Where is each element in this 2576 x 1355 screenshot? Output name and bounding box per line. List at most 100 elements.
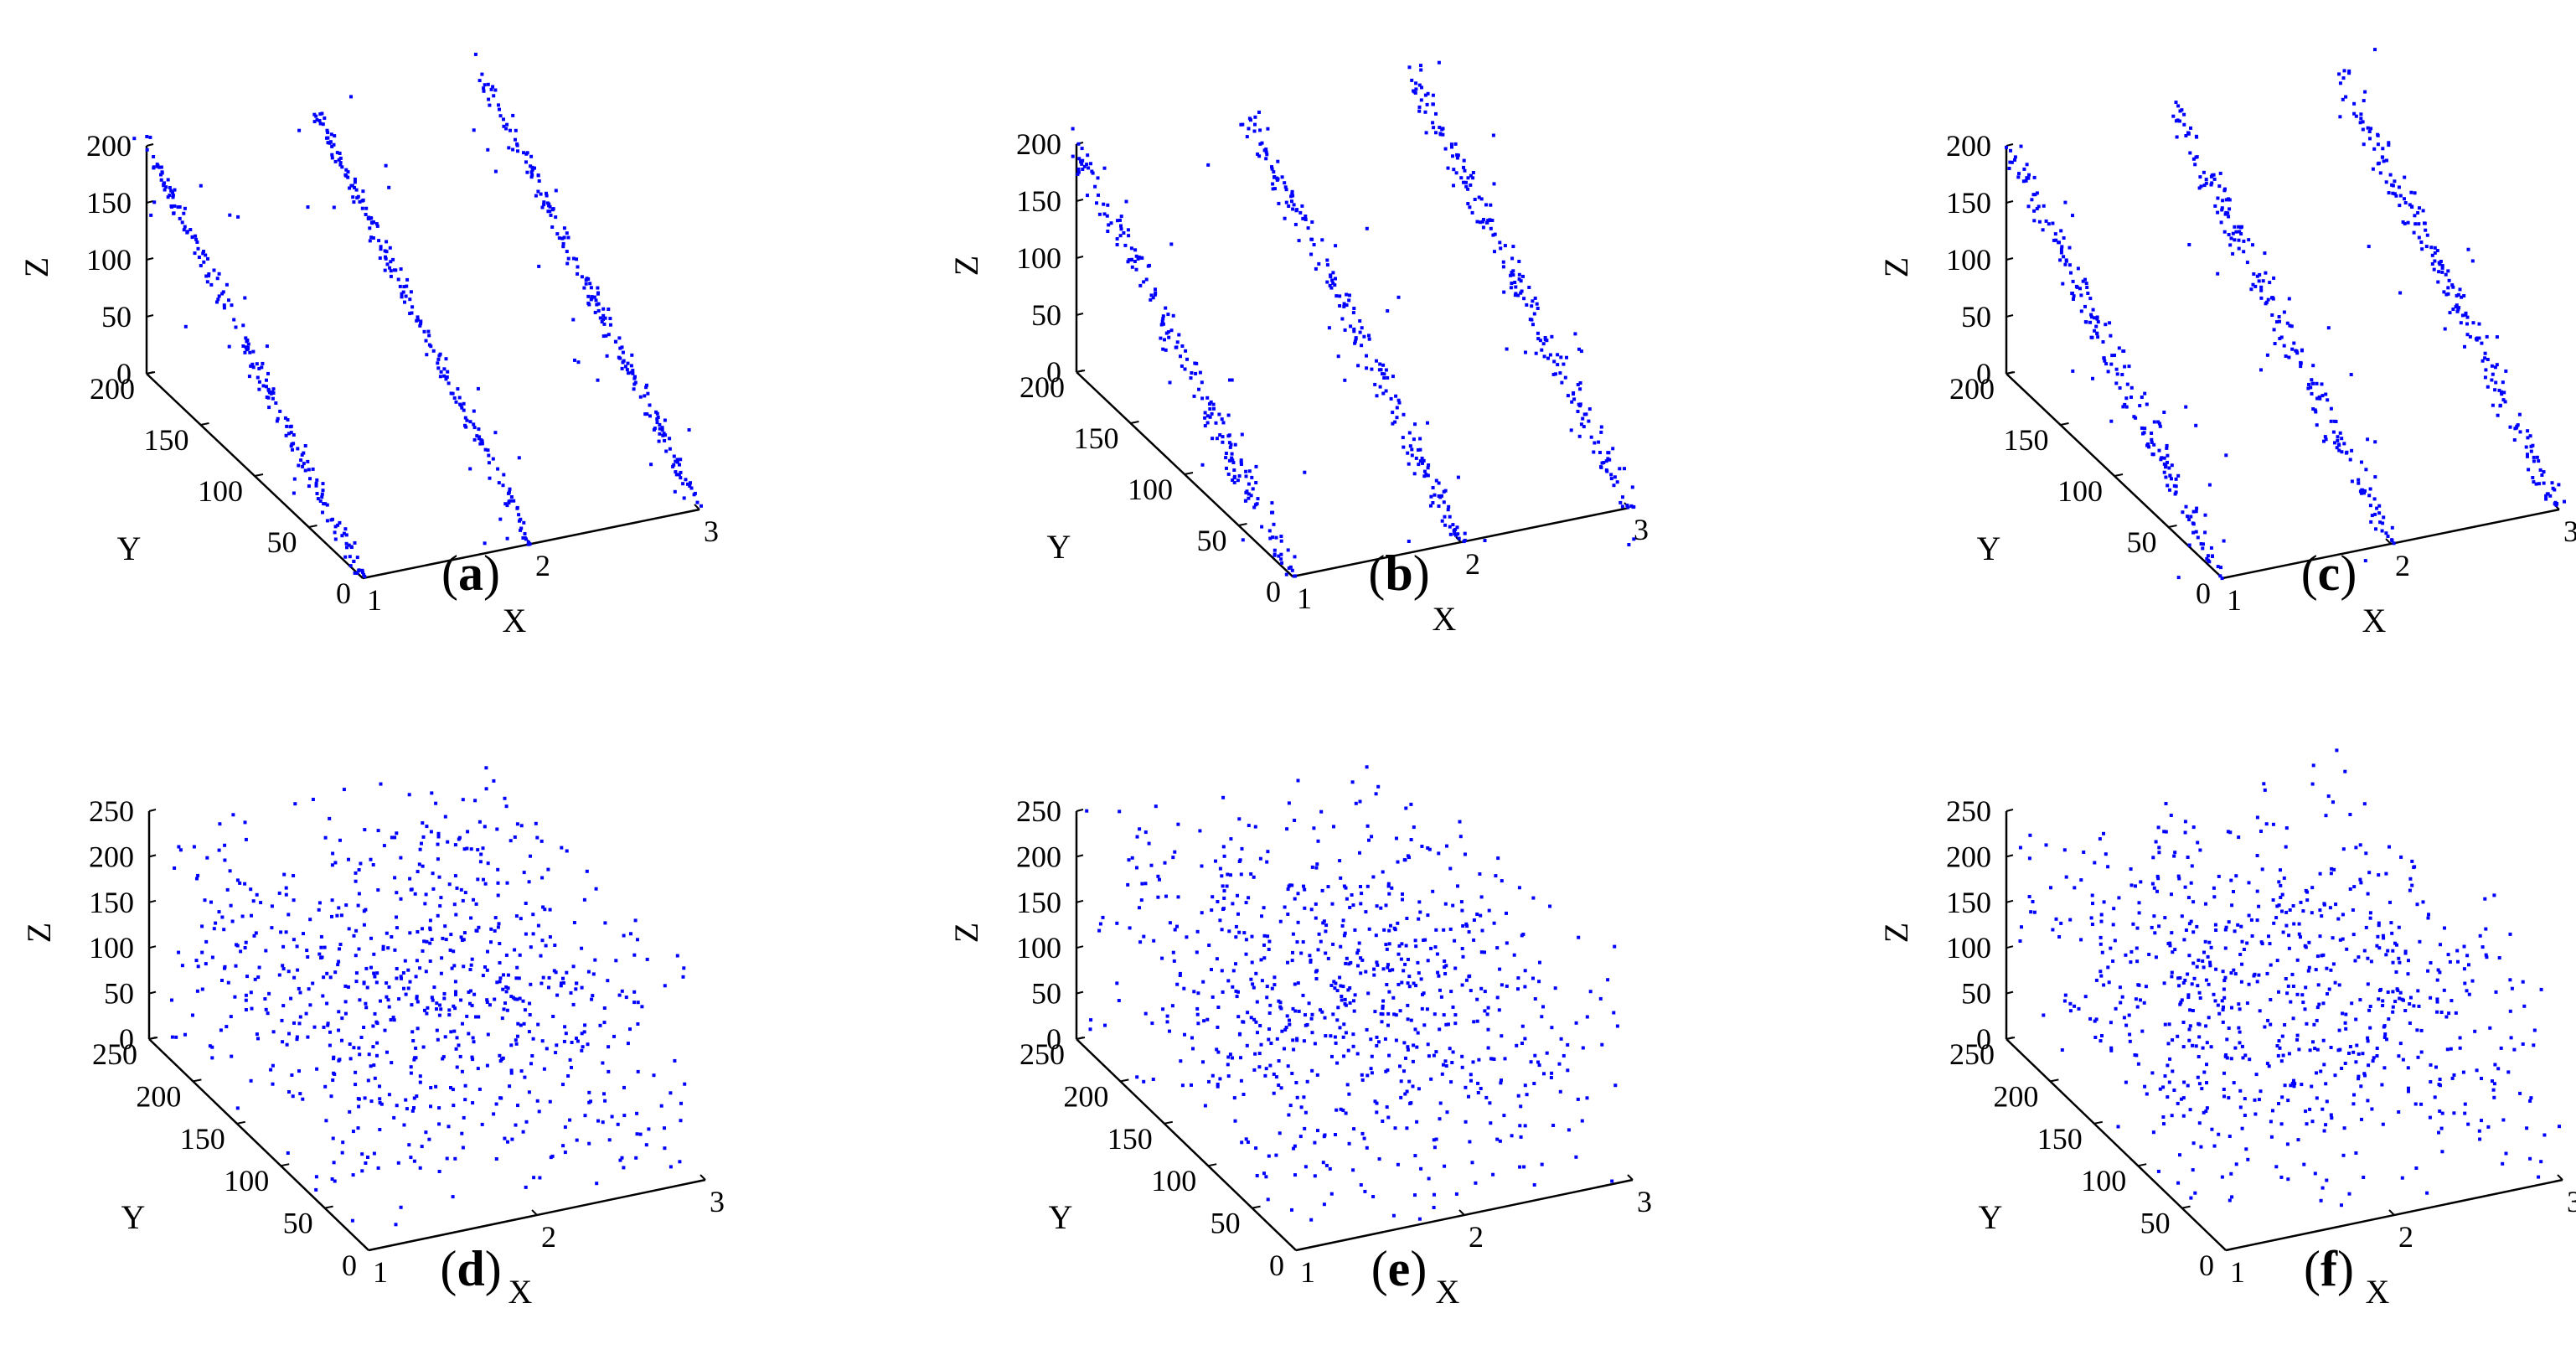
data-point [602, 322, 607, 326]
data-point [1369, 1067, 1373, 1071]
data-point [2553, 502, 2557, 506]
data-point [2223, 928, 2228, 932]
data-point [404, 294, 408, 298]
x-tick [363, 1244, 369, 1251]
data-point [2484, 927, 2488, 931]
data-point [1288, 1104, 1293, 1108]
y-axis-line [2006, 1038, 2227, 1251]
data-point [661, 433, 665, 437]
data-point [159, 173, 163, 177]
data-point [1392, 1012, 1396, 1016]
data-point [1462, 158, 1466, 163]
data-point [220, 292, 225, 296]
data-point [1581, 1046, 1585, 1050]
data-point [409, 1071, 413, 1075]
data-point [1442, 928, 1446, 932]
data-point [1103, 1023, 1107, 1027]
data-point [395, 1104, 399, 1108]
data-point [299, 458, 303, 463]
data-point [2209, 1045, 2213, 1049]
data-point [1171, 856, 1175, 860]
data-point [1470, 1161, 1474, 1165]
data-point [397, 997, 401, 1001]
data-point [601, 313, 606, 318]
data-point [1499, 246, 1503, 251]
x-tick-label: 3 [710, 1185, 725, 1218]
data-point [2063, 262, 2068, 266]
data-point [1433, 1146, 1437, 1150]
data-point [507, 146, 511, 150]
data-point [454, 913, 458, 917]
data-point [381, 944, 385, 949]
data-point [574, 987, 578, 991]
data-point [349, 546, 354, 549]
data-point [1498, 1139, 1502, 1143]
data-point [484, 787, 488, 791]
data-point [462, 1115, 466, 1120]
data-point [199, 264, 203, 267]
data-point [2170, 931, 2174, 935]
data-point [439, 896, 443, 900]
data-point [2341, 937, 2345, 941]
data-point [1221, 908, 1225, 911]
data-point [1239, 1078, 1243, 1083]
data-point [596, 378, 600, 382]
data-point [312, 120, 317, 124]
x-tick [1458, 1209, 1465, 1216]
data-point [2204, 978, 2208, 982]
data-point [1404, 1056, 1407, 1060]
data-point [636, 938, 639, 942]
data-point [238, 881, 242, 885]
data-point [589, 286, 593, 290]
data-point [2463, 344, 2466, 349]
data-point [2367, 871, 2372, 875]
data-point [489, 940, 493, 944]
data-point [2220, 208, 2224, 212]
data-point [2027, 895, 2031, 898]
data-point [1486, 1027, 1490, 1032]
data-point [2183, 978, 2187, 982]
data-point [1264, 1175, 1268, 1179]
data-point [1348, 986, 1352, 990]
data-point [1343, 931, 1347, 935]
data-point [2033, 193, 2037, 197]
data-point [264, 949, 268, 953]
data-point [420, 841, 423, 846]
y-tick-label: 50 [1211, 1207, 1241, 1240]
z-tick-label: 50 [1031, 298, 1061, 332]
data-point [472, 128, 476, 132]
data-point [1214, 421, 1218, 425]
data-point [1293, 819, 1297, 822]
data-point [1471, 1060, 1475, 1064]
data-point [421, 949, 425, 953]
data-point [2195, 506, 2199, 510]
data-point [2320, 914, 2324, 918]
data-point [406, 986, 410, 990]
data-point [2092, 316, 2096, 320]
data-point [2139, 998, 2142, 1002]
data-point [2286, 1177, 2290, 1182]
data-point [2220, 1175, 2224, 1179]
data-point [2525, 1126, 2529, 1130]
data-point [398, 284, 402, 288]
axes [147, 809, 706, 1252]
data-point [2204, 1024, 2208, 1028]
data-point [2447, 1011, 2451, 1016]
data-point [2315, 423, 2319, 427]
data-point [2207, 1016, 2211, 1020]
data-point [1527, 286, 1531, 289]
data-point [2471, 321, 2475, 325]
data-point [2236, 923, 2240, 927]
data-point [1241, 538, 1245, 542]
data-point [1272, 522, 1276, 526]
data-point [289, 444, 293, 448]
data-point [2170, 477, 2173, 481]
data-point [1532, 312, 1536, 316]
data-point [2495, 335, 2499, 339]
data-point [183, 324, 188, 328]
data-point [1548, 353, 1552, 357]
data-point [513, 997, 517, 1001]
data-point [443, 1035, 447, 1039]
data-point [2079, 293, 2083, 297]
data-point [1275, 1037, 1279, 1041]
